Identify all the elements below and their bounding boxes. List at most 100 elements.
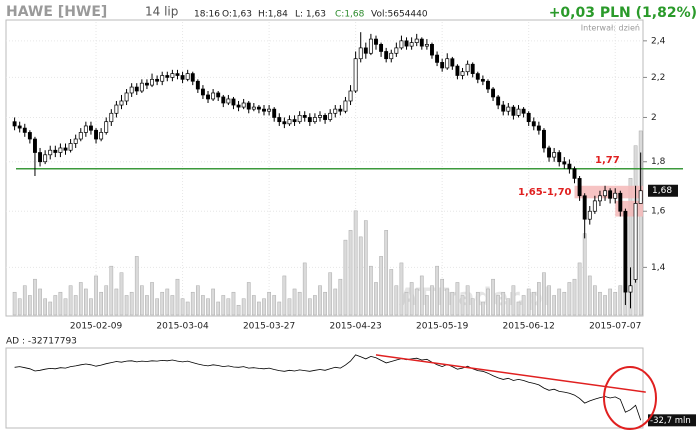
y-tick-label: 2 — [651, 113, 657, 123]
candle-body — [506, 106, 511, 112]
volume-bar — [562, 291, 567, 316]
volume-bar — [333, 288, 338, 316]
candle-body — [185, 73, 190, 80]
x-tick-label: 2015-02-09 — [70, 322, 123, 332]
candle-body — [150, 78, 154, 86]
volume-bar — [593, 285, 597, 316]
candle-body — [343, 100, 348, 112]
volume-bar — [160, 291, 165, 316]
high: H:1,84 — [258, 10, 288, 20]
candle-body — [572, 168, 577, 179]
plot: 2,4 2,2 2 1,8 1,6 1,4 2015-02-09 2015-03-04 2015… — [6, 22, 696, 427]
volume-bar — [577, 262, 582, 316]
volume-bar — [445, 288, 450, 316]
candle-body — [94, 129, 98, 140]
candle-body — [17, 125, 22, 129]
candle-body — [68, 143, 73, 151]
candle-body — [206, 94, 210, 100]
candle-body — [287, 119, 292, 125]
ad-title: AD : -32717793 — [6, 337, 77, 347]
ticker: HAWE [HWE] — [6, 4, 107, 20]
volume-bar — [277, 301, 282, 316]
candle-body — [623, 210, 628, 293]
candle-body — [200, 88, 205, 96]
candle-body — [419, 38, 424, 47]
candle-body — [567, 163, 572, 170]
x-tick-label: 2015-05-19 — [416, 322, 469, 332]
volume-bar — [119, 272, 124, 316]
y-tick-label: 2,2 — [651, 73, 665, 83]
volume-bar — [165, 288, 170, 316]
candle-body — [144, 82, 149, 86]
volume-bar — [84, 288, 88, 316]
candle-body — [139, 82, 144, 92]
volume-bar — [201, 295, 205, 316]
volume-bar — [104, 285, 109, 316]
candle-body — [491, 88, 496, 98]
volume-bar — [68, 285, 73, 316]
volume-bar — [389, 269, 394, 316]
volume-bar — [374, 282, 378, 316]
volume-bar — [567, 282, 572, 316]
volume-bar — [526, 288, 531, 316]
candle-body — [22, 127, 27, 133]
candle-body — [104, 121, 109, 133]
volume-bar — [313, 295, 317, 316]
ad-trendline — [375, 354, 646, 393]
candle-body — [552, 152, 557, 158]
highlight-ellipse — [603, 366, 657, 430]
candle-body — [638, 190, 643, 204]
volume-bar — [236, 304, 241, 316]
volume-bar — [124, 295, 129, 316]
ad-frame — [5, 347, 644, 429]
candle-body — [180, 75, 185, 80]
volume-bar — [221, 295, 226, 316]
volume-bar — [246, 282, 251, 316]
candle-body — [450, 58, 455, 67]
candle-body — [307, 117, 312, 123]
volume-bar — [241, 298, 246, 316]
volume-bar — [486, 288, 490, 316]
candle-body — [445, 58, 450, 69]
candle-body — [88, 125, 93, 131]
y-tick-label: 2,4 — [651, 36, 666, 46]
candle-body — [628, 285, 633, 293]
time: 18:16 — [194, 10, 220, 20]
y-tick-label: 1,6 — [651, 207, 666, 217]
ad-line — [14, 354, 642, 421]
candle-body — [562, 161, 567, 165]
candle-body — [251, 106, 256, 110]
candle-body — [374, 38, 378, 45]
volume-bar — [587, 275, 592, 316]
candle-body — [587, 210, 592, 220]
candle-body — [608, 190, 613, 199]
volume-bar — [150, 282, 154, 316]
support-label: 1,77 — [595, 155, 620, 166]
volume-bar — [170, 295, 175, 316]
volume-bar — [638, 130, 643, 316]
volume-bar — [114, 288, 119, 316]
volume-bar — [363, 220, 368, 316]
x-tick-label: 2015-07-07 — [589, 322, 641, 332]
candle-body — [155, 78, 160, 82]
volume-bar — [353, 210, 358, 316]
volume-bar — [399, 262, 404, 316]
ad-tag: -32,7 mln — [650, 416, 691, 426]
candle-body — [618, 192, 623, 212]
candle-body — [73, 138, 78, 144]
candle-body — [109, 112, 114, 123]
candle-body — [389, 52, 394, 60]
candle-body — [99, 132, 104, 140]
candle-body — [542, 129, 546, 149]
volume-bar — [145, 295, 149, 316]
volume-bar — [496, 295, 500, 316]
candle-body — [526, 112, 531, 123]
volume-bar — [384, 230, 389, 316]
candle-body — [603, 190, 607, 197]
volume-bar — [475, 291, 480, 316]
volume-bar — [109, 265, 114, 316]
volume-bar — [552, 295, 556, 316]
volume-bar — [557, 288, 562, 316]
volume-bar — [547, 285, 551, 316]
candle-body — [195, 80, 200, 90]
